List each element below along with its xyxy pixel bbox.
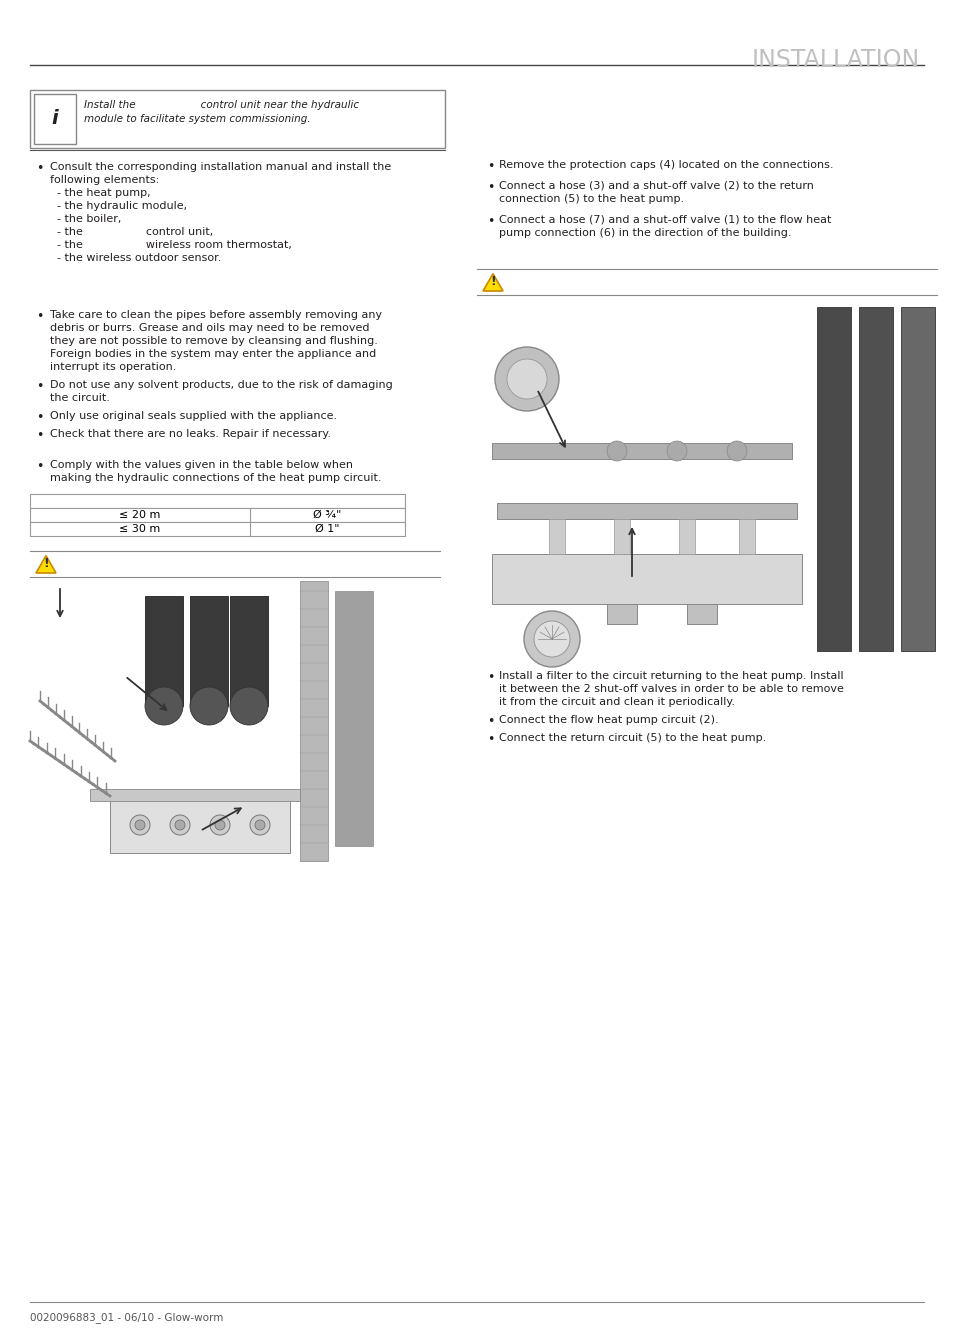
Text: - the boiler,: - the boiler, [50, 214, 121, 224]
Circle shape [145, 687, 183, 725]
Bar [739, 519, 754, 554]
Bar [90, 789, 299, 801]
Text: •: • [486, 181, 494, 194]
Text: 0020096883_01 - 06/10 - Glow-worm: 0020096883_01 - 06/10 - Glow-worm [30, 1312, 223, 1323]
Text: Ø ¾": Ø ¾" [313, 510, 341, 519]
Text: •: • [36, 163, 43, 174]
Text: - the heat pump,: - the heat pump, [50, 188, 151, 198]
Bar [190, 595, 228, 706]
Text: Connect a hose (3) and a shut-off valve (2) to the return: Connect a hose (3) and a shut-off valve … [498, 181, 813, 190]
Text: ≤ 30 m: ≤ 30 m [119, 523, 160, 534]
Text: Take care to clean the pipes before assembly removing any: Take care to clean the pipes before asse… [50, 310, 382, 320]
Text: - the hydraulic module,: - the hydraulic module, [50, 201, 187, 210]
Circle shape [254, 821, 265, 830]
Bar [679, 519, 695, 554]
Bar [492, 444, 791, 460]
Text: Only use original seals supplied with the appliance.: Only use original seals supplied with th… [50, 412, 336, 421]
Bar [34, 95, 76, 144]
Text: !: ! [43, 557, 49, 570]
Text: they are not possible to remove by cleansing and flushing.: they are not possible to remove by clean… [50, 336, 377, 346]
Bar [145, 595, 183, 706]
Text: module to facilitate system commissioning.: module to facilitate system commissionin… [84, 115, 311, 124]
Bar [548, 519, 564, 554]
Circle shape [214, 821, 225, 830]
Text: •: • [36, 412, 43, 424]
Text: •: • [486, 671, 494, 685]
Text: Connect the return circuit (5) to the heat pump.: Connect the return circuit (5) to the he… [498, 733, 765, 743]
Text: •: • [36, 429, 43, 442]
Text: Do not use any solvent products, due to the risk of damaging: Do not use any solvent products, due to … [50, 380, 393, 390]
Text: it between the 2 shut-off valves in order to be able to remove: it between the 2 shut-off valves in orde… [498, 685, 843, 694]
Text: Connect the flow heat pump circuit (2).: Connect the flow heat pump circuit (2). [498, 715, 718, 725]
Circle shape [130, 815, 150, 835]
Circle shape [230, 687, 268, 725]
Text: connection (5) to the heat pump.: connection (5) to the heat pump. [498, 194, 683, 204]
Text: Foreign bodies in the system may enter the appliance and: Foreign bodies in the system may enter t… [50, 349, 375, 360]
Text: - the                  wireless room thermostat,: - the wireless room thermostat, [50, 240, 292, 250]
Circle shape [190, 687, 228, 725]
Circle shape [666, 441, 686, 461]
Bar [900, 306, 934, 651]
Bar [230, 595, 268, 706]
Bar [30, 507, 405, 522]
Bar [110, 798, 290, 852]
Text: Connect a hose (7) and a shut-off valve (1) to the flow heat: Connect a hose (7) and a shut-off valve … [498, 214, 830, 225]
Bar [686, 603, 717, 623]
Text: •: • [36, 460, 43, 473]
Text: •: • [486, 214, 494, 228]
Circle shape [534, 621, 569, 657]
Circle shape [210, 815, 230, 835]
Text: the circuit.: the circuit. [50, 393, 110, 404]
Text: •: • [36, 380, 43, 393]
Text: - the                  control unit,: - the control unit, [50, 226, 213, 237]
Text: it from the circuit and clean it periodically.: it from the circuit and clean it periodi… [498, 697, 734, 707]
Text: interrupt its operation.: interrupt its operation. [50, 362, 176, 372]
Text: i: i [51, 109, 58, 128]
Circle shape [495, 348, 558, 412]
Text: Consult the corresponding installation manual and install the: Consult the corresponding installation m… [50, 163, 391, 172]
Text: Check that there are no leaks. Repair if necessary.: Check that there are no leaks. Repair if… [50, 429, 331, 440]
Circle shape [506, 360, 546, 400]
Bar [335, 591, 373, 846]
Text: •: • [36, 310, 43, 322]
Text: •: • [486, 733, 494, 746]
Bar [492, 554, 801, 603]
Text: Install the                    control unit near the hydraulic: Install the control unit near the hydrau… [84, 100, 358, 111]
Text: !: ! [490, 274, 496, 288]
Circle shape [726, 441, 746, 461]
Text: debris or burrs. Grease and oils may need to be removed: debris or burrs. Grease and oils may nee… [50, 322, 369, 333]
Text: •: • [486, 160, 494, 173]
Text: Comply with the values given in the table below when: Comply with the values given in the tabl… [50, 460, 353, 470]
Bar [858, 306, 892, 651]
Circle shape [170, 815, 190, 835]
Bar [614, 519, 629, 554]
Bar [497, 503, 796, 519]
Bar [30, 91, 444, 148]
Text: Ø 1": Ø 1" [314, 523, 339, 534]
Text: making the hydraulic connections of the heat pump circuit.: making the hydraulic connections of the … [50, 473, 381, 484]
Text: INSTALLATION: INSTALLATION [751, 48, 919, 72]
Text: Install a filter to the circuit returning to the heat pump. Install: Install a filter to the circuit returnin… [498, 671, 842, 681]
Circle shape [135, 821, 145, 830]
Text: following elements:: following elements: [50, 174, 159, 185]
Bar [606, 603, 637, 623]
Bar [30, 522, 405, 535]
Text: - the wireless outdoor sensor.: - the wireless outdoor sensor. [50, 253, 221, 262]
Bar [30, 494, 405, 507]
Circle shape [523, 611, 579, 667]
Circle shape [174, 821, 185, 830]
Polygon shape [482, 273, 502, 290]
Bar [816, 306, 850, 651]
Bar [299, 581, 328, 860]
Text: pump connection (6) in the direction of the building.: pump connection (6) in the direction of … [498, 228, 791, 238]
Text: ≤ 20 m: ≤ 20 m [119, 510, 160, 519]
Text: •: • [486, 715, 494, 729]
Polygon shape [36, 555, 56, 573]
Circle shape [250, 815, 270, 835]
Text: Remove the protection caps (4) located on the connections.: Remove the protection caps (4) located o… [498, 160, 833, 170]
Circle shape [606, 441, 626, 461]
